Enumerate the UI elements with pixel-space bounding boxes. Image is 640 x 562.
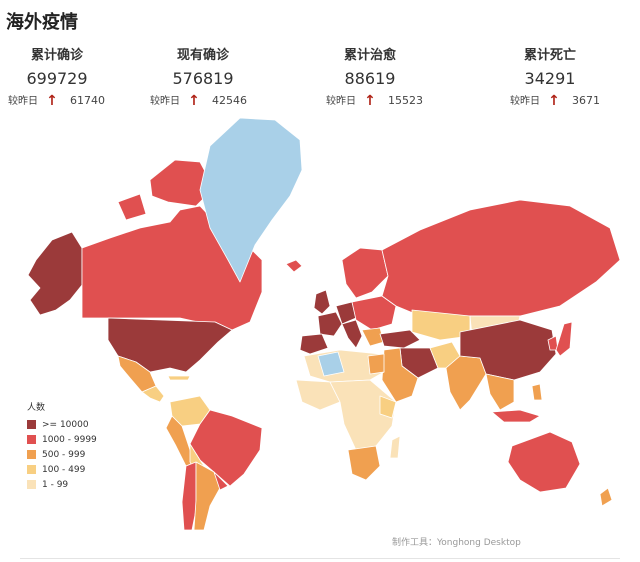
region-madagascar	[389, 435, 401, 459]
region-india	[445, 355, 487, 411]
legend-item: 1 - 99	[27, 477, 97, 492]
legend-swatch	[27, 465, 36, 474]
region-italy	[341, 319, 363, 349]
region-turkey	[379, 329, 421, 349]
legend-label: 100 - 499	[42, 464, 86, 475]
world-map	[27, 117, 621, 530]
arrow-up-icon: ↑	[364, 93, 376, 109]
stat-value: 88619	[344, 69, 396, 88]
stat-current-confirmed: 现有确诊 576819	[128, 44, 278, 88]
region-spain	[299, 333, 329, 355]
region-greenland	[199, 117, 303, 283]
region-france	[317, 311, 343, 337]
delta-label: 较昨日	[8, 96, 38, 107]
map-legend: 人数 >= 10000 1000 - 9999 500 - 999 100 - …	[27, 400, 97, 492]
region-caribbean	[167, 375, 191, 381]
region-uruguay	[213, 471, 229, 491]
region-indonesia	[491, 409, 541, 423]
region-usa	[107, 317, 233, 373]
region-central-america	[141, 385, 165, 403]
region-scandinavia	[341, 247, 389, 299]
stat-value: 34291	[524, 69, 576, 88]
stat-recovered: 累计治愈 88619	[295, 44, 445, 88]
legend-label: >= 10000	[42, 419, 89, 430]
region-iceland	[285, 259, 303, 273]
arrow-up-icon: ↑	[548, 93, 560, 109]
stat-label: 累计死亡	[523, 48, 576, 63]
delta-label: 较昨日	[326, 96, 356, 107]
region-east-africa	[379, 395, 397, 419]
region-kazakhstan	[411, 309, 471, 341]
legend-label: 500 - 999	[42, 449, 86, 460]
delta-total-confirmed: 较昨日 ↑ 61740	[8, 92, 105, 109]
delta-value: 3671	[572, 94, 600, 107]
stat-label: 累计治愈	[343, 48, 396, 63]
legend-label: 1 - 99	[42, 479, 69, 490]
region-philippines	[531, 383, 543, 401]
page-title: 海外疫情	[6, 12, 78, 33]
bottom-divider	[20, 558, 620, 559]
delta-value: 42546	[212, 94, 247, 107]
region-alaska	[27, 231, 83, 316]
arrow-up-icon: ↑	[46, 93, 58, 109]
stat-value: 699729	[26, 69, 88, 88]
arrow-up-icon: ↑	[188, 93, 200, 109]
stat-label: 现有确诊	[176, 48, 229, 63]
region-algeria	[317, 351, 345, 377]
legend-swatch	[27, 420, 36, 429]
delta-value: 61740	[70, 94, 105, 107]
region-egypt	[367, 353, 385, 375]
stat-deaths: 累计死亡 34291	[475, 44, 625, 88]
stat-value: 576819	[172, 69, 234, 88]
stat-label: 累计确诊	[30, 48, 83, 63]
legend-item: 100 - 499	[27, 462, 97, 477]
delta-label: 较昨日	[150, 96, 180, 107]
region-australia	[507, 431, 581, 493]
legend-swatch	[27, 435, 36, 444]
region-canada-arctic	[117, 193, 147, 221]
stat-total-confirmed: 累计确诊 699729	[0, 44, 132, 88]
region-uk	[313, 289, 331, 315]
legend-title: 人数	[27, 403, 46, 413]
legend-swatch	[27, 450, 36, 459]
tool-credit: 制作工具：Yonghong Desktop	[392, 538, 521, 548]
delta-label: 较昨日	[510, 96, 540, 107]
region-se-asia	[485, 373, 515, 411]
delta-recovered: 较昨日 ↑ 15523	[326, 92, 423, 109]
legend-item: 1000 - 9999	[27, 432, 97, 447]
delta-value: 15523	[388, 94, 423, 107]
region-chile	[181, 461, 197, 530]
legend-item: >= 10000	[27, 417, 97, 432]
delta-deaths: 较昨日 ↑ 3671	[510, 92, 600, 109]
region-southern-africa	[347, 445, 381, 481]
legend-label: 1000 - 9999	[42, 434, 97, 445]
region-west-africa	[295, 379, 341, 411]
region-arabia	[381, 347, 419, 403]
region-new-zealand	[599, 487, 613, 507]
region-russia	[381, 199, 621, 321]
legend-swatch	[27, 480, 36, 489]
region-china	[459, 319, 557, 381]
region-japan	[555, 321, 573, 357]
delta-current-confirmed: 较昨日 ↑ 42546	[150, 92, 247, 109]
legend-item: 500 - 999	[27, 447, 97, 462]
